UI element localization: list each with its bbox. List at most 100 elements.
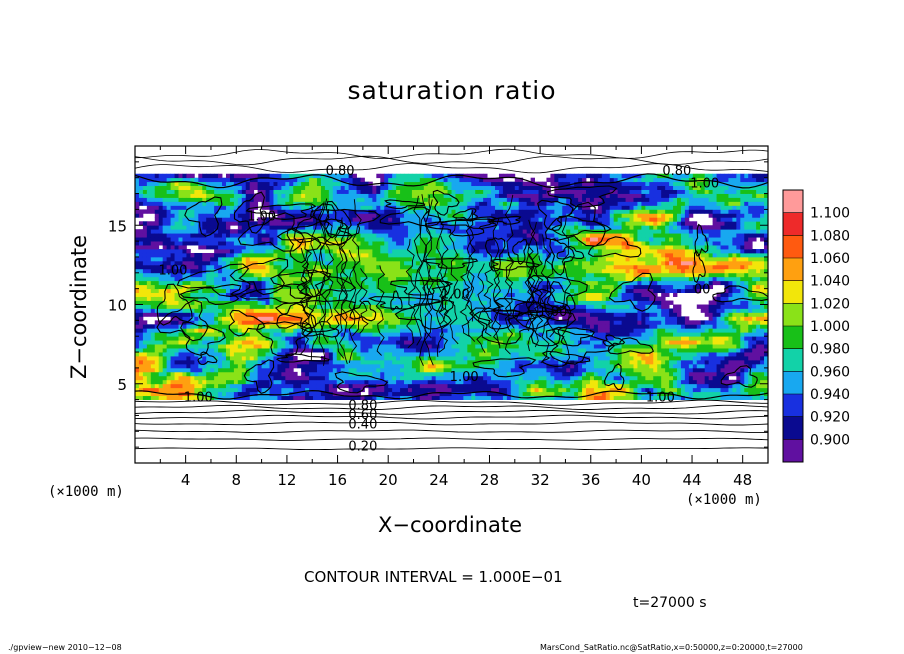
heatmap-cell bbox=[233, 375, 239, 381]
heatmap-cell bbox=[431, 241, 437, 246]
heatmap-cell bbox=[229, 359, 235, 365]
heatmap-cell bbox=[309, 383, 314, 389]
heatmap-cell bbox=[423, 241, 429, 246]
heatmap-cell bbox=[451, 371, 456, 377]
heatmap-cell bbox=[407, 300, 413, 305]
heatmap-cell bbox=[344, 241, 350, 246]
heatmap-cell bbox=[222, 363, 227, 369]
heatmap-cell bbox=[218, 237, 223, 242]
heatmap-cell bbox=[269, 173, 274, 179]
heatmap-cell bbox=[150, 367, 156, 373]
heatmap-cell bbox=[463, 395, 468, 400]
heatmap-cell bbox=[459, 395, 464, 400]
heatmap-cell bbox=[411, 395, 417, 400]
heatmap-cell bbox=[372, 264, 377, 270]
heatmap-cell bbox=[380, 387, 385, 393]
heatmap-cell bbox=[285, 292, 290, 297]
heatmap-cell bbox=[218, 312, 223, 317]
heatmap-cell bbox=[451, 348, 456, 353]
heatmap-cell bbox=[459, 348, 464, 353]
heatmap-cell bbox=[455, 344, 460, 349]
heatmap-cell bbox=[154, 367, 160, 373]
heatmap-cell bbox=[439, 193, 444, 198]
heatmap-cell bbox=[447, 304, 452, 309]
heatmap-cell bbox=[289, 256, 294, 262]
heatmap-cell bbox=[210, 264, 215, 270]
heatmap-cell bbox=[372, 185, 377, 190]
heatmap-cell bbox=[150, 304, 156, 309]
heatmap-cell bbox=[320, 312, 326, 317]
heatmap-cell bbox=[463, 383, 468, 389]
heatmap-cell bbox=[210, 213, 215, 218]
heatmap-cell bbox=[142, 324, 148, 329]
heatmap-cell bbox=[388, 379, 393, 385]
heatmap-cell bbox=[451, 221, 456, 226]
heatmap-cell bbox=[249, 201, 255, 206]
heatmap-cell bbox=[186, 356, 191, 361]
heatmap-cell bbox=[233, 221, 239, 226]
heatmap-cell bbox=[396, 383, 401, 389]
heatmap-cell bbox=[166, 308, 172, 313]
heatmap-cell bbox=[170, 217, 175, 222]
heatmap-cell bbox=[368, 205, 373, 210]
heatmap-cell bbox=[190, 260, 195, 266]
heatmap-cell bbox=[305, 371, 310, 377]
heatmap-cell bbox=[158, 229, 164, 234]
heatmap-cell bbox=[229, 383, 235, 389]
heatmap-cell bbox=[411, 173, 417, 179]
heatmap-cell bbox=[265, 225, 270, 230]
heatmap-cell bbox=[146, 249, 152, 254]
heatmap-cell bbox=[135, 296, 140, 301]
heatmap-cell bbox=[360, 356, 365, 361]
heatmap-cell bbox=[206, 197, 211, 202]
heatmap-cell bbox=[396, 217, 401, 222]
heatmap-cell bbox=[225, 193, 231, 198]
heatmap-cell bbox=[142, 332, 148, 337]
heatmap-cell bbox=[249, 344, 255, 349]
heatmap-cell bbox=[166, 312, 172, 317]
heatmap-cell bbox=[202, 304, 207, 309]
heatmap-cell bbox=[364, 181, 369, 187]
heatmap-cell bbox=[150, 221, 156, 226]
heatmap-cell bbox=[423, 367, 429, 373]
heatmap-cell bbox=[313, 193, 318, 198]
heatmap-cell bbox=[479, 177, 484, 183]
heatmap-cell bbox=[309, 256, 314, 262]
heatmap-cell bbox=[400, 245, 405, 250]
heatmap-cell bbox=[225, 387, 231, 393]
heatmap-cell bbox=[475, 189, 480, 194]
heatmap-cell bbox=[352, 387, 357, 393]
heatmap-cell bbox=[392, 332, 397, 337]
heatmap-cell bbox=[281, 284, 286, 290]
heatmap-cell bbox=[479, 379, 484, 385]
heatmap-cell bbox=[142, 276, 148, 282]
heatmap-cell bbox=[218, 363, 223, 369]
heatmap-cell bbox=[229, 173, 235, 179]
heatmap-cell bbox=[178, 340, 183, 345]
heatmap-cell bbox=[146, 359, 152, 365]
heatmap-cell bbox=[372, 356, 377, 361]
heatmap-cell bbox=[435, 213, 441, 218]
heatmap-cell bbox=[182, 352, 187, 357]
heatmap-cell bbox=[293, 233, 298, 238]
heatmap-cell bbox=[285, 241, 290, 246]
heatmap-cell bbox=[360, 284, 365, 290]
heatmap-cell bbox=[138, 256, 144, 262]
heatmap-cell bbox=[344, 280, 350, 286]
heatmap-cell bbox=[190, 336, 195, 341]
heatmap-cell bbox=[222, 359, 227, 365]
heatmap-cell bbox=[392, 237, 397, 242]
heatmap-cell bbox=[170, 363, 175, 369]
heatmap-cell bbox=[372, 352, 377, 357]
heatmap-cell bbox=[249, 173, 255, 179]
heatmap-cell bbox=[415, 221, 421, 226]
heatmap-cell bbox=[419, 395, 425, 400]
heatmap-cell bbox=[253, 344, 259, 349]
heatmap-cell bbox=[233, 280, 239, 286]
heatmap-cell bbox=[415, 375, 421, 381]
heatmap-cell bbox=[336, 308, 342, 313]
heatmap-cell bbox=[214, 371, 219, 377]
heatmap-cell bbox=[415, 352, 421, 357]
heatmap-cell bbox=[166, 177, 172, 183]
heatmap-cell bbox=[249, 252, 255, 258]
